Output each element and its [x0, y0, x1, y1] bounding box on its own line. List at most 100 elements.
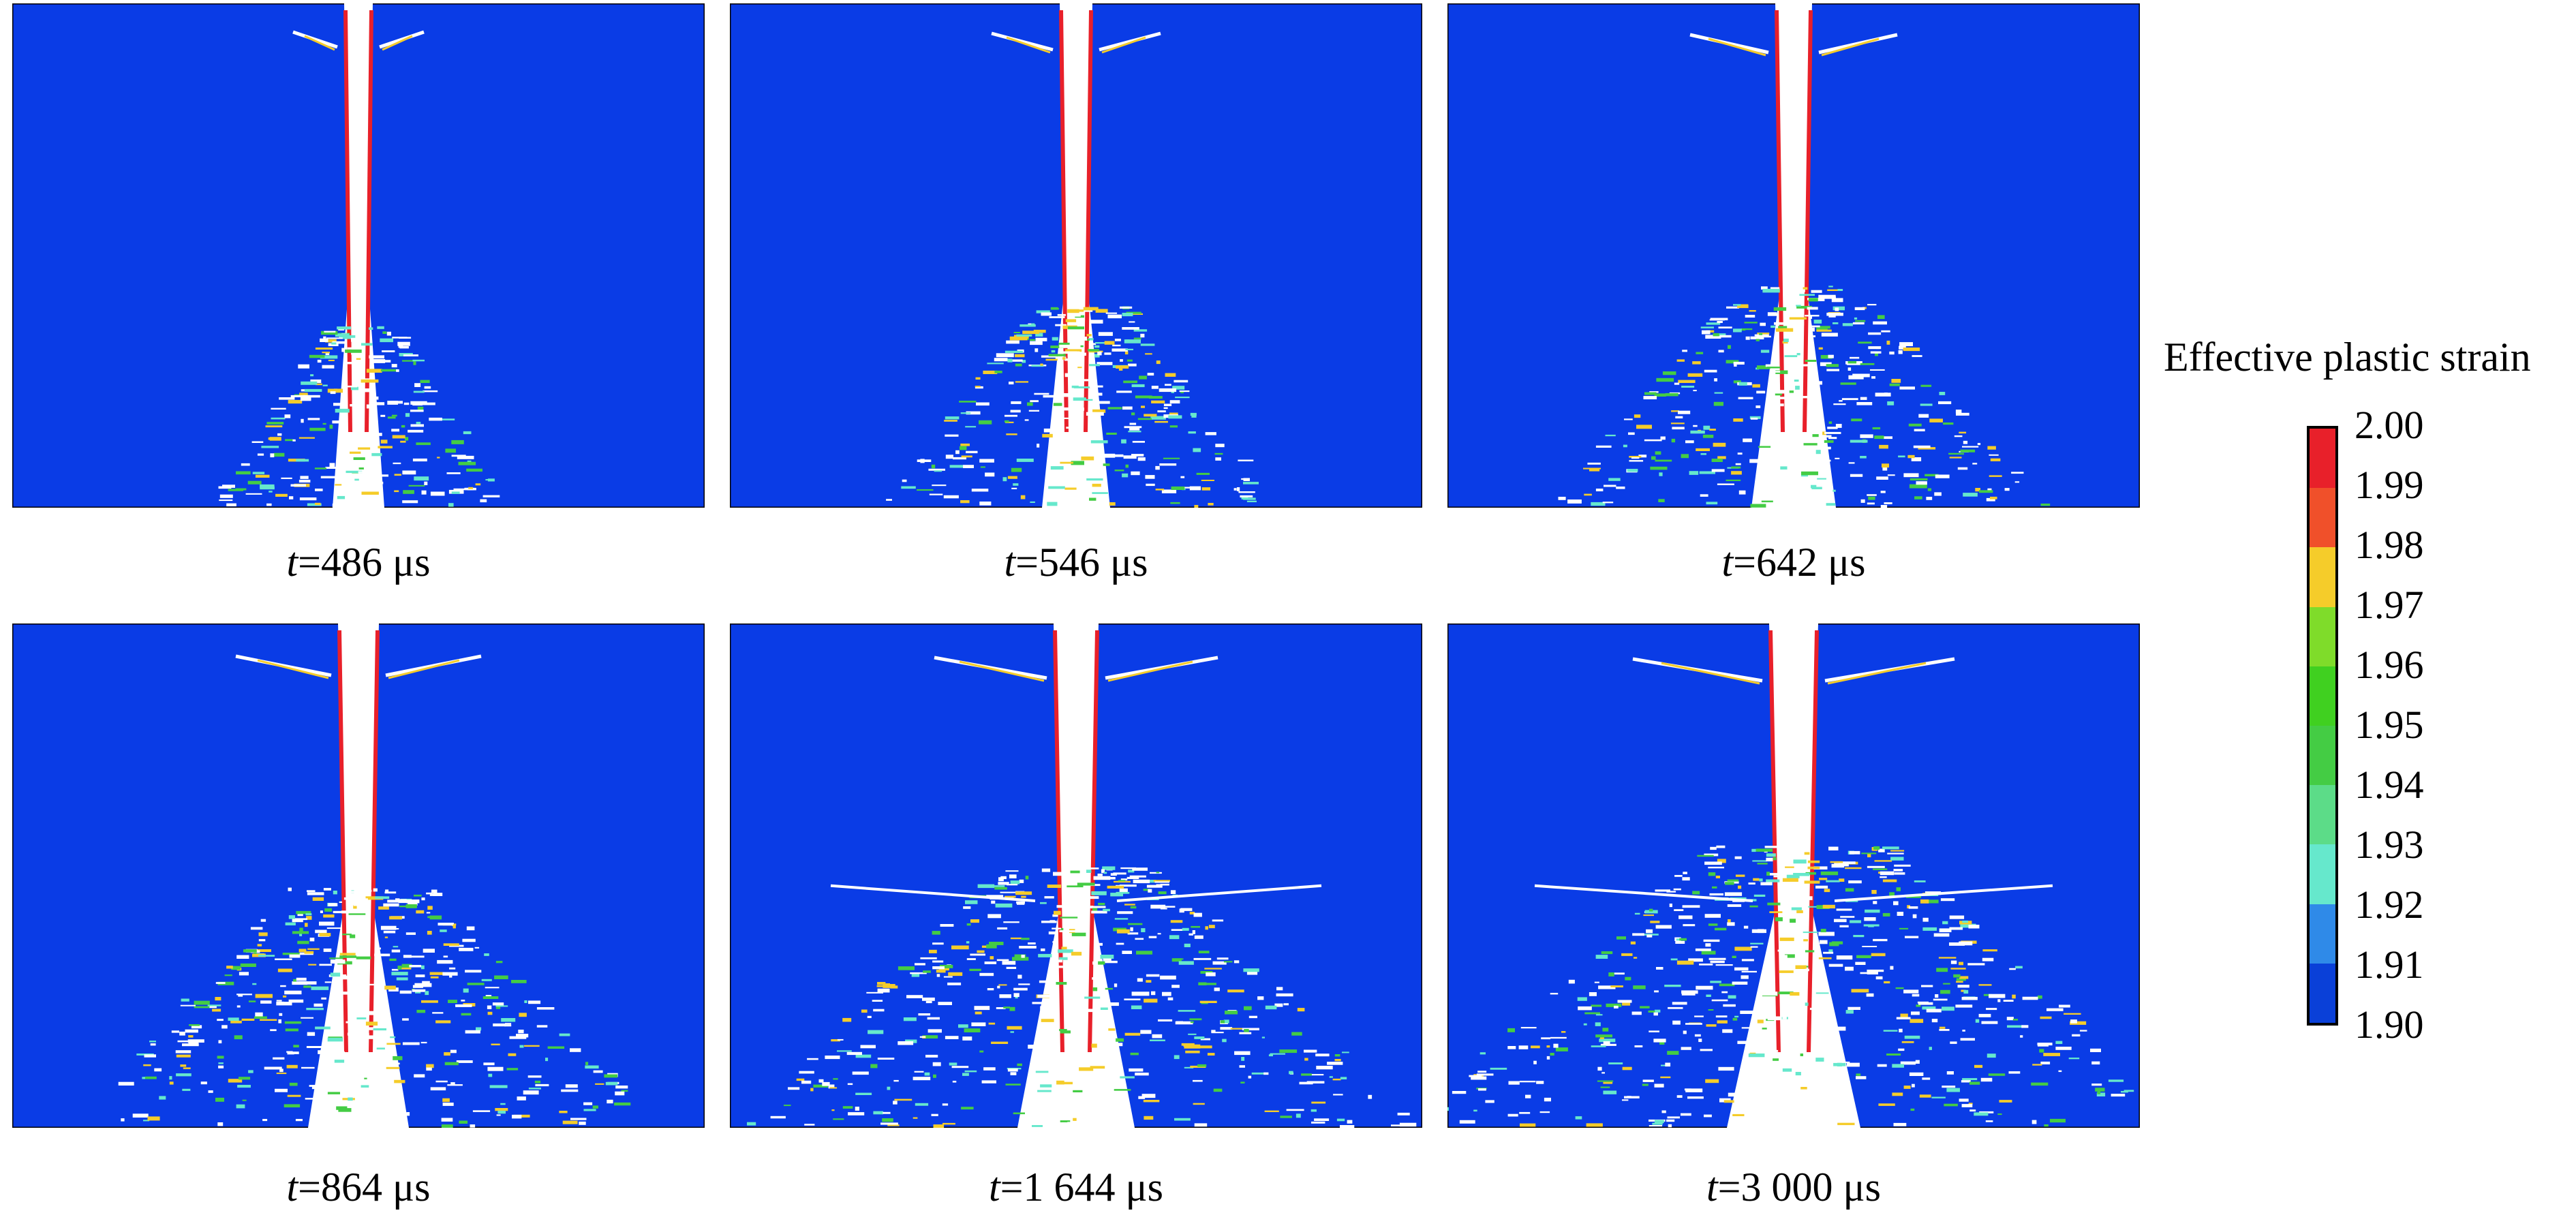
damage-speckle: [1575, 1116, 1582, 1120]
damage-speckle: [1215, 444, 1225, 448]
damage-speckle: [1866, 993, 1874, 997]
damage-speckle: [121, 1118, 125, 1122]
damage-speckle: [171, 1030, 179, 1033]
damage-speckle: [1128, 363, 1137, 367]
damage-speckle: [943, 976, 953, 978]
damage-speckle: [810, 1088, 814, 1092]
damage-speckle: [1982, 957, 1994, 962]
damage-speckle: [1717, 483, 1734, 485]
damage-speckle: [1921, 985, 1933, 987]
damage-speckle: [1828, 846, 1839, 850]
damage-speckle: [1800, 1053, 1803, 1056]
damage-speckle: [1185, 1050, 1200, 1053]
damage-speckle: [1922, 927, 1937, 931]
damage-speckle: [1241, 478, 1248, 480]
damage-speckle: [1076, 919, 1090, 923]
damage-speckle: [1005, 870, 1019, 872]
damage-speckle: [1845, 966, 1854, 971]
damage-speckle: [1868, 496, 1875, 500]
damage-speckle: [1591, 1004, 1602, 1007]
damage-speckle: [1194, 935, 1203, 939]
damage-speckle: [1471, 1076, 1487, 1080]
damage-speckle: [1845, 888, 1854, 892]
damage-speckle: [1820, 355, 1833, 359]
tick-label: 1.97: [2355, 583, 2424, 627]
damage-speckle: [154, 1068, 162, 1072]
damage-speckle: [413, 390, 425, 393]
damage-speckle: [1097, 393, 1103, 396]
crack-edge-left: [1775, 10, 1785, 433]
damage-speckle: [1034, 348, 1039, 352]
damage-speckle: [179, 1031, 185, 1036]
damage-speckle: [1092, 425, 1095, 427]
damage-speckle: [1600, 1086, 1610, 1088]
panel-5: [730, 624, 1422, 1128]
damage-speckle: [308, 964, 317, 966]
damage-speckle: [377, 433, 382, 436]
damage-speckle: [431, 889, 438, 893]
damage-speckle: [2108, 1079, 2124, 1082]
damage-speckle: [1073, 309, 1084, 312]
damage-speckle: [1808, 298, 1818, 302]
damage-speckle: [1012, 359, 1023, 362]
damage-speckle: [1858, 341, 1872, 344]
damage-speckle: [1754, 334, 1769, 337]
damage-speckle: [374, 396, 379, 400]
damage-speckle: [1240, 495, 1253, 497]
damage-speckle: [1122, 951, 1132, 954]
damage-speckle: [1856, 402, 1873, 405]
damage-speckle: [1304, 1058, 1308, 1061]
damage-speckle: [986, 944, 997, 949]
damage-speckle: [1743, 438, 1752, 442]
damage-speckle: [1803, 443, 1818, 446]
damage-speckle: [1839, 861, 1856, 864]
damage-speckle: [1161, 489, 1177, 493]
damage-speckle: [492, 1002, 504, 1006]
damage-speckle: [1123, 380, 1137, 384]
damage-speckle: [410, 410, 424, 412]
damage-speckle: [255, 1012, 263, 1017]
damage-speckle: [391, 968, 399, 971]
damage-speckle: [208, 1090, 213, 1093]
damage-speckle: [2055, 1047, 2072, 1050]
damage-speckle: [1723, 1100, 1734, 1103]
damage-speckle: [416, 910, 425, 914]
damage-speckle: [987, 885, 1005, 887]
damage-speckle: [1148, 936, 1157, 938]
damage-speckle: [1654, 1083, 1664, 1088]
damage-speckle: [1220, 1020, 1225, 1024]
damage-speckle: [1822, 435, 1832, 437]
damage-speckle: [1347, 1120, 1353, 1124]
damage-speckle: [1477, 1071, 1487, 1073]
damage-speckle: [1749, 416, 1761, 419]
damage-speckle: [1771, 1049, 1779, 1052]
damage-speckle: [1041, 1019, 1054, 1022]
damage-speckle: [947, 982, 962, 985]
damage-speckle: [348, 891, 365, 893]
damage-speckle: [376, 458, 380, 461]
damage-speckle: [1649, 1030, 1659, 1032]
damage-speckle: [1091, 1043, 1097, 1048]
damage-speckle: [1058, 342, 1070, 347]
damage-speckle: [215, 1097, 224, 1102]
damage-speckle: [975, 386, 983, 389]
damage-speckle: [1161, 906, 1176, 908]
damage-speckle: [932, 931, 940, 935]
damage-speckle: [1757, 1019, 1764, 1024]
damage-speckle: [1141, 1094, 1156, 1098]
damage-speckle: [298, 364, 309, 369]
damage-speckle: [1867, 502, 1875, 505]
damage-speckle: [1162, 991, 1171, 996]
damage-speckle: [191, 1025, 202, 1029]
damage-speckle: [1638, 455, 1647, 458]
damage-speckle: [1622, 1002, 1631, 1006]
damage-speckle: [1469, 1075, 1482, 1077]
damage-speckle: [1050, 345, 1065, 348]
damage-speckle: [987, 914, 1001, 919]
damage-speckle: [1147, 373, 1154, 376]
damage-speckle: [1073, 386, 1090, 388]
damage-speckle: [183, 1067, 191, 1069]
damage-speckle: [1332, 1078, 1341, 1081]
damage-speckle: [1092, 409, 1106, 413]
damage-speckle: [1007, 358, 1013, 363]
